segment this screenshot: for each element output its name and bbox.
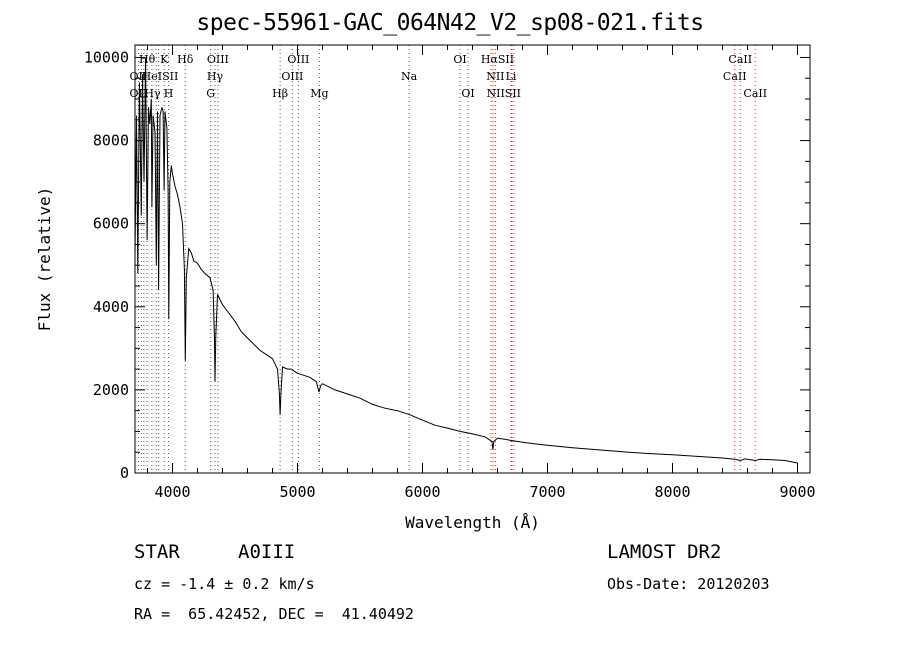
line-id-label: Li — [506, 70, 517, 83]
x-tick-label: 5000 — [279, 483, 315, 501]
line-id-label: Mg — [310, 87, 328, 100]
line-id-label: Hθ — [139, 53, 156, 66]
line-id-label: Hγ — [144, 87, 161, 100]
line-id-label: HeISII — [142, 70, 179, 83]
line-id-label: CaII — [728, 53, 752, 66]
line-id-label: Na — [401, 70, 418, 83]
redshift-readout: cz = -1.4 ± 0.2 km/s — [134, 575, 315, 593]
line-id-label: K — [160, 53, 169, 66]
line-id-label: OIII — [281, 70, 303, 83]
x-tick-label: 6000 — [404, 483, 440, 501]
x-axis-label: Wavelength (Å) — [405, 513, 540, 532]
line-id-label: Hδ — [177, 53, 194, 66]
line-id-label: OII — [130, 70, 148, 83]
line-id-label: CaII — [743, 87, 767, 100]
chart-title: spec-55961-GAC_064N42_V2_sp08-021.fits — [196, 10, 704, 36]
y-tick-label: 10000 — [84, 48, 129, 66]
y-axis-label: Flux (relative) — [35, 187, 54, 332]
y-tick-label: 0 — [120, 464, 129, 482]
x-tick-label: 4000 — [154, 483, 190, 501]
plot-frame — [134, 44, 811, 474]
spectrum-series-line — [134, 57, 798, 464]
y-tick-label: 4000 — [93, 298, 129, 316]
line-id-label: Hγ — [207, 70, 224, 83]
line-id-label: CaII — [723, 70, 747, 83]
survey-label: LAMOST DR2 — [607, 541, 722, 563]
line-id-label: NII — [486, 70, 504, 83]
x-tick-label: 9000 — [779, 483, 815, 501]
x-tick-label: 8000 — [654, 483, 690, 501]
line-id-label: OII — [130, 87, 148, 100]
x-tick-label: 7000 — [529, 483, 565, 501]
obs-date: Obs-Date: 20120203 — [607, 575, 770, 593]
line-id-label: G — [206, 87, 215, 100]
line-id-label: OI — [461, 87, 474, 100]
object-class: STAR — [134, 541, 180, 563]
line-id-label: NIISII — [486, 87, 521, 100]
y-tick-label: 2000 — [93, 381, 129, 399]
line-id-label: OIII — [207, 53, 229, 66]
line-id-label: OI — [453, 53, 466, 66]
object-subclass: A0III — [238, 541, 296, 563]
y-tick-label: 6000 — [93, 215, 129, 233]
line-id-label: Hβ — [272, 87, 288, 100]
y-tick-label: 8000 — [93, 132, 129, 150]
line-id-label: HαSII — [481, 53, 514, 66]
line-id-label: H — [164, 87, 174, 100]
coordinates: RA = 65.42452, DEC = 41.40492 — [134, 605, 414, 623]
line-id-label: OIII — [287, 53, 309, 66]
